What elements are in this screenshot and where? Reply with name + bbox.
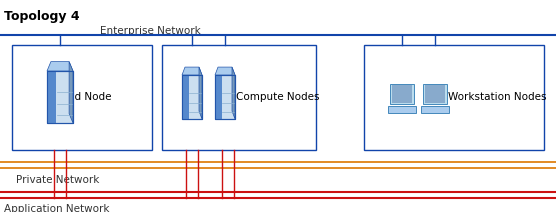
Polygon shape [47,62,73,71]
FancyBboxPatch shape [215,75,235,119]
FancyBboxPatch shape [390,84,414,104]
Polygon shape [199,67,202,119]
Bar [364,45,544,150]
Text: Head Node: Head Node [54,92,112,102]
Bar [182,75,189,119]
Bar [12,45,152,150]
Bar [425,85,445,103]
Polygon shape [232,67,235,119]
FancyBboxPatch shape [47,71,73,123]
FancyBboxPatch shape [423,84,447,104]
Bar [47,71,56,123]
Bar [392,85,412,103]
Text: Enterprise Network: Enterprise Network [100,26,201,36]
Bar [215,75,235,119]
Polygon shape [69,62,73,123]
Polygon shape [182,67,202,75]
Text: Topology 4: Topology 4 [4,10,80,23]
Bar [47,71,73,123]
Text: Compute Nodes: Compute Nodes [236,92,320,102]
FancyBboxPatch shape [182,75,202,119]
Bar [182,75,202,119]
Text: Application Network: Application Network [4,204,110,212]
Bar [215,75,222,119]
Text: Workstation Nodes: Workstation Nodes [448,92,547,102]
Bar [388,106,416,113]
Bar [421,106,449,113]
Text: Private Network: Private Network [16,175,100,185]
Polygon shape [215,67,235,75]
Bar [162,45,316,150]
